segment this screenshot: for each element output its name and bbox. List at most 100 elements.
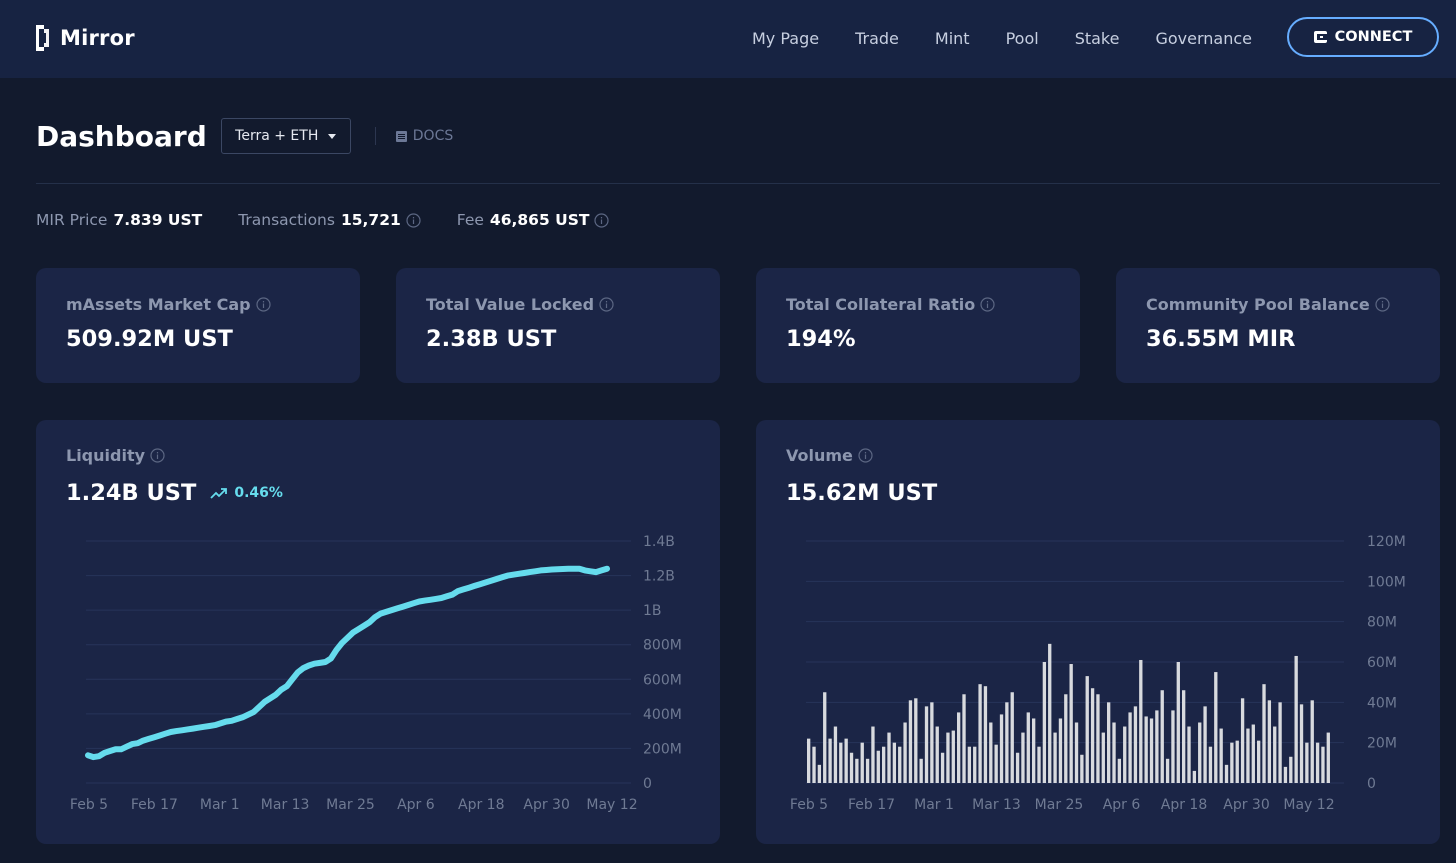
- connect-button[interactable]: CONNECT: [1287, 17, 1439, 57]
- volume-bar: [919, 758, 923, 783]
- y-tick-label: 20M: [1367, 736, 1397, 752]
- nav-governance[interactable]: Governance: [1155, 28, 1252, 48]
- stat-value: 7.839 UST: [113, 211, 203, 229]
- main-nav: My Page Trade Mint Pool Stake Governance: [716, 24, 1252, 52]
- card-value: 36.55M MIR: [1146, 326, 1296, 352]
- volume-bar: [1326, 732, 1330, 783]
- caret-down-icon: [328, 133, 337, 139]
- volume-bar: [807, 738, 811, 783]
- volume-bar: [1101, 732, 1105, 783]
- volume-bar: [1176, 662, 1180, 783]
- card-massets-market-cap: mAssets Market Cap 509.92M UST: [36, 268, 360, 383]
- volume-bar: [1015, 752, 1020, 783]
- x-tick-label: Mar 13: [972, 797, 1021, 813]
- volume-bar: [812, 746, 816, 783]
- docs-label: DOCS: [412, 128, 454, 144]
- volume-bar: [817, 764, 822, 783]
- volume-bar: [1246, 728, 1250, 783]
- volume-bar: [1289, 756, 1293, 783]
- volume-bar: [973, 746, 977, 783]
- volume-bar: [1107, 702, 1111, 783]
- nav-mint[interactable]: Mint: [934, 28, 970, 48]
- info-icon[interactable]: [980, 297, 995, 312]
- volume-bar: [930, 702, 934, 783]
- volume-bar: [1187, 726, 1191, 783]
- x-tick-label: Mar 25: [1035, 797, 1084, 813]
- liquidity-chart-card: Liquidity 1.24B UST 0.46% 0 200M 400M 600M 8…: [36, 420, 720, 844]
- info-icon[interactable]: [255, 297, 271, 312]
- network-dropdown[interactable]: Terra + ETH: [220, 118, 351, 154]
- chart-current-value: 15.62M UST: [786, 480, 937, 506]
- stat-transactions: Transactions 15,721: [238, 211, 421, 229]
- x-tick-label: May 12: [1283, 797, 1334, 813]
- change-indicator: 0.46%: [210, 485, 283, 501]
- volume-bar: [1171, 710, 1175, 783]
- info-icon[interactable]: [594, 212, 610, 228]
- volume-bar: [1240, 698, 1245, 783]
- volume-bar: [1021, 732, 1025, 783]
- volume-bar: [1096, 694, 1100, 783]
- volume-bar: [951, 730, 955, 783]
- volume-bar: [1235, 740, 1239, 783]
- volume-bar: [1262, 684, 1266, 783]
- volume-bar: [892, 742, 897, 783]
- volume-bar: [914, 698, 918, 783]
- stat-value: 46,865 UST: [489, 211, 590, 229]
- volume-bar: [1128, 712, 1132, 783]
- volume-bar: [1085, 676, 1089, 783]
- y-tick-label: 1B: [643, 603, 662, 619]
- volume-bar: [1305, 742, 1309, 783]
- y-tick-label: 100M: [1367, 574, 1406, 590]
- x-tick-label: Feb 17: [848, 797, 895, 813]
- x-tick-label: Apr 18: [1161, 797, 1207, 813]
- nav-pool[interactable]: Pool: [1005, 28, 1039, 48]
- volume-bar: [1267, 700, 1272, 783]
- volume-bar: [1208, 746, 1213, 783]
- stat-mir-price: MIR Price 7.839 UST: [36, 211, 202, 229]
- y-tick-label: 800M: [643, 638, 682, 654]
- card-label: Total Value Locked: [426, 295, 614, 314]
- volume-bar: [1080, 754, 1084, 783]
- vertical-divider: [374, 127, 376, 145]
- volume-bar: [999, 714, 1004, 783]
- docs-link[interactable]: DOCS: [395, 128, 454, 144]
- chart-title-text: Volume: [786, 446, 853, 465]
- nav-stake[interactable]: Stake: [1074, 28, 1120, 48]
- info-icon[interactable]: [150, 448, 165, 463]
- x-tick-label: Apr 18: [458, 797, 504, 813]
- card-community-pool-balance: Community Pool Balance 36.55M MIR: [1116, 268, 1440, 383]
- info-icon[interactable]: [599, 297, 614, 312]
- card-label: Community Pool Balance: [1146, 295, 1390, 314]
- volume-bar: [1321, 746, 1325, 783]
- nav-my-page[interactable]: My Page: [752, 28, 820, 48]
- volume-bar: [871, 726, 875, 783]
- info-icon[interactable]: [858, 448, 873, 463]
- volume-bar: [1058, 718, 1063, 783]
- volume-bar: [935, 726, 939, 783]
- volume-bar: [1165, 758, 1170, 783]
- volume-bar: [898, 746, 902, 783]
- volume-bar: [1149, 718, 1154, 783]
- x-tick-label: Feb 5: [790, 797, 828, 813]
- mirror-logo-icon: [36, 25, 49, 51]
- volume-bar: [983, 686, 988, 783]
- volume-bar: [962, 694, 966, 783]
- nav-trade[interactable]: Trade: [855, 28, 899, 48]
- volume-bar: [957, 712, 961, 783]
- volume-bar: [1069, 664, 1073, 783]
- network-selected-value: Terra + ETH: [235, 128, 319, 144]
- volume-bar: [855, 758, 859, 783]
- volume-bar: [1074, 722, 1079, 783]
- chart-title: Volume: [786, 446, 873, 465]
- y-tick-label: 80M: [1367, 615, 1397, 631]
- info-icon[interactable]: [1375, 297, 1390, 312]
- info-icon[interactable]: [406, 212, 421, 228]
- volume-bar: [1251, 724, 1255, 783]
- dashboard-title-row: Dashboard Terra + ETH DOCS: [36, 116, 453, 156]
- mirror-logo[interactable]: Mirror: [36, 24, 135, 52]
- brand-name: Mirror: [60, 26, 135, 50]
- connect-label: CONNECT: [1334, 29, 1413, 45]
- stat-fee: Fee 46,865 UST: [457, 211, 610, 229]
- trending-up-icon: [210, 488, 228, 499]
- volume-bar: [860, 742, 864, 783]
